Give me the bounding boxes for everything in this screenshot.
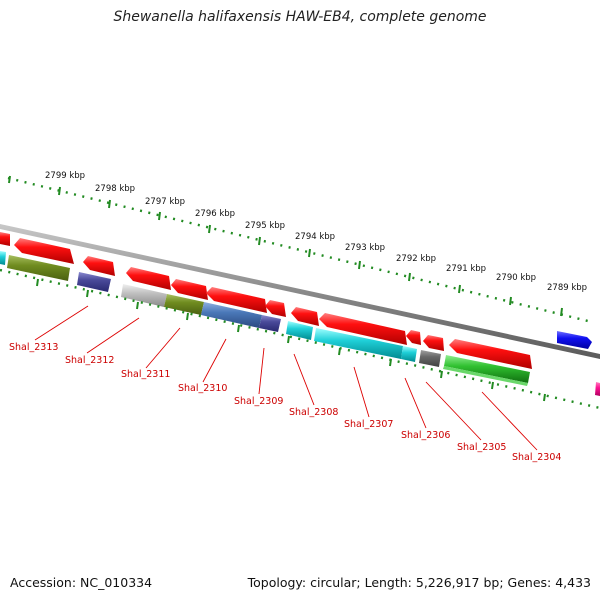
gene-block[interactable]: [201, 302, 262, 328]
gene-labels: Shal_2313 Shal_2312 Shal_2311 Shal_2310 …: [9, 342, 561, 463]
gene-label: Shal_2312: [65, 355, 114, 366]
gene-block[interactable]: [7, 255, 70, 281]
gene-label: Shal_2309: [234, 396, 283, 407]
gene-block[interactable]: [121, 284, 167, 307]
accession-text: Accession: NC_010334: [10, 575, 153, 590]
topology-text: Topology: circular; Length: 5,226,917 bp…: [247, 575, 591, 590]
kbp-label: 2794 kbp: [295, 232, 335, 242]
gene-arrow[interactable]: [423, 335, 444, 351]
kbp-label: 2790 kbp: [496, 273, 536, 283]
gene-block[interactable]: [0, 251, 6, 265]
gene-arrow[interactable]: [449, 339, 532, 369]
kbp-label: 2798 kbp: [95, 184, 135, 194]
gene-block[interactable]: [77, 272, 111, 292]
reverse-strand-genes: [0, 251, 600, 396]
gene-arrow[interactable]: [171, 279, 208, 300]
kbp-labels: 2799 kbp 2798 kbp 2797 kbp 2796 kbp 2795…: [45, 171, 587, 293]
gene-label: Shal_2313: [9, 342, 58, 353]
gene-block[interactable]: [419, 350, 441, 367]
kbp-label: 2796 kbp: [195, 209, 235, 219]
gene-label: Shal_2304: [512, 452, 561, 463]
gene-block[interactable]: [259, 315, 281, 332]
gene-block[interactable]: [595, 382, 600, 396]
kbp-label: 2789 kbp: [547, 283, 587, 293]
gene-arrow[interactable]: [126, 267, 171, 290]
map-title: Shewanella halifaxensis HAW-EB4, complet…: [113, 9, 487, 25]
kbp-label: 2793 kbp: [345, 243, 385, 253]
gene-arrow[interactable]: [0, 232, 10, 246]
major-ticks: [8, 175, 563, 317]
gene-label: Shal_2311: [121, 369, 170, 380]
gene-arrow[interactable]: [319, 313, 407, 345]
gene-arrow[interactable]: [265, 300, 286, 317]
gene-block[interactable]: [286, 321, 313, 340]
kbp-label: 2791 kbp: [446, 264, 486, 274]
gene-block[interactable]: [314, 328, 403, 359]
kbp-label: 2792 kbp: [396, 254, 436, 264]
gene-block[interactable]: [164, 294, 204, 315]
kbp-label: 2799 kbp: [45, 171, 85, 181]
leader-lines: [34, 305, 538, 451]
gene-block[interactable]: [401, 346, 417, 362]
gene-label: Shal_2306: [401, 430, 450, 441]
gene-label: Shal_2307: [344, 419, 393, 430]
forward-strand-genes: [0, 232, 592, 369]
gene-arrow[interactable]: [206, 287, 267, 313]
genome-backbone: [0, 224, 600, 359]
gene-block[interactable]: [444, 355, 530, 383]
gene-arrow[interactable]: [291, 307, 319, 326]
gene-arrow[interactable]: [83, 256, 115, 276]
gene-arrow[interactable]: [557, 331, 592, 349]
kbp-label: 2797 kbp: [145, 197, 185, 207]
inner-ruler: [0, 268, 600, 410]
gene-block[interactable]: [443, 366, 528, 386]
gene-label: Shal_2308: [289, 407, 338, 418]
kbp-label: 2795 kbp: [245, 221, 285, 231]
gene-label: Shal_2310: [178, 383, 227, 394]
gene-arrow[interactable]: [406, 330, 421, 345]
gene-arrow[interactable]: [14, 238, 74, 264]
gene-label: Shal_2305: [457, 442, 506, 453]
outer-ruler: 2799 kbp 2798 kbp 2797 kbp 2796 kbp 2795…: [7, 171, 593, 324]
